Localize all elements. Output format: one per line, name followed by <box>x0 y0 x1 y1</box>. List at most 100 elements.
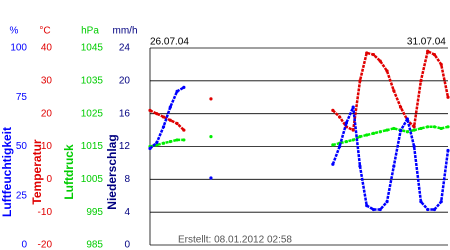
data-point <box>378 207 382 212</box>
data-point <box>446 95 450 99</box>
y-tick-label: 75 <box>16 92 28 103</box>
axis-unit: mm/h <box>113 26 138 37</box>
data-point <box>155 143 159 147</box>
y-tick-label: 0 <box>21 240 27 250</box>
series-line <box>149 50 450 132</box>
axis-unit: °C <box>39 26 50 37</box>
data-point <box>182 128 186 132</box>
y-tick-label: 0 <box>46 174 52 185</box>
data-point <box>412 128 416 132</box>
y-tick-label: 16 <box>119 108 131 119</box>
data-point <box>209 97 213 101</box>
data-point <box>419 126 423 131</box>
date-label: 31.07.04 <box>407 37 446 48</box>
y-tick-label: 1005 <box>81 174 104 185</box>
data-point <box>385 69 389 73</box>
data-point <box>148 146 152 151</box>
axis-unit: hPa <box>81 26 99 37</box>
data-point <box>446 148 450 153</box>
y-tick-label: -10 <box>38 207 53 218</box>
data-point <box>385 200 389 204</box>
y-tick-label: 25 <box>16 190 28 201</box>
data-point <box>426 125 430 129</box>
data-point <box>398 129 403 133</box>
data-point <box>432 52 437 57</box>
data-point <box>371 52 376 57</box>
y-tick-label: 1015 <box>81 141 104 152</box>
data-point <box>371 131 376 135</box>
y-tick-label: 24 <box>119 43 131 54</box>
y-tick-label: 30 <box>41 75 53 86</box>
data-point <box>378 130 382 134</box>
data-point <box>175 138 179 142</box>
data-point <box>168 118 172 122</box>
data-point <box>419 200 423 204</box>
data-point <box>351 105 355 109</box>
data-point <box>419 79 423 83</box>
data-point <box>209 176 213 180</box>
data-point <box>392 164 396 168</box>
y-tick-label: 10 <box>41 141 53 152</box>
axis-label: Niederschlag <box>105 134 119 209</box>
axis-label: Luftfeuchtigkeit <box>0 127 14 217</box>
y-tick-label: 1045 <box>81 43 104 54</box>
data-point <box>392 89 396 93</box>
data-point <box>155 140 159 145</box>
data-point <box>446 125 450 129</box>
axis-unit: % <box>10 26 19 37</box>
data-point <box>432 125 437 129</box>
data-point <box>432 207 437 212</box>
y-tick-label: 100 <box>10 43 27 54</box>
y-tick-label: 1035 <box>81 75 104 86</box>
data-point <box>358 135 362 139</box>
data-point <box>338 144 342 149</box>
data-point <box>331 162 335 166</box>
data-point <box>371 207 376 212</box>
data-point <box>385 128 389 132</box>
y-tick-label: 40 <box>41 43 53 54</box>
y-tick-label: 20 <box>119 75 131 86</box>
data-point <box>358 164 362 168</box>
data-point <box>358 79 362 83</box>
data-point <box>412 144 416 149</box>
data-point <box>331 143 335 147</box>
data-point <box>365 133 369 137</box>
data-point <box>168 105 172 109</box>
data-point <box>175 89 179 93</box>
data-point <box>155 112 159 116</box>
footer: Erstellt: 08.01.2012 02:58 <box>178 235 292 246</box>
data-point <box>175 121 179 126</box>
y-tick-label: 12 <box>119 141 131 152</box>
data-point <box>161 115 166 119</box>
data-point <box>405 117 409 121</box>
data-point <box>439 200 443 204</box>
data-point <box>182 85 186 89</box>
y-tick-label: 995 <box>86 207 103 218</box>
date-label: 26.07.04 <box>150 37 189 48</box>
axis-label: Temperatur <box>30 139 44 204</box>
axis-label: Luftdruck <box>62 144 76 200</box>
series-line <box>149 86 450 211</box>
data-point <box>351 138 355 142</box>
data-point <box>161 125 166 129</box>
y-tick-label: 4 <box>124 207 130 218</box>
data-point <box>182 138 186 142</box>
data-point <box>426 207 430 212</box>
y-tick-label: 8 <box>124 174 130 185</box>
data-point <box>398 105 403 109</box>
data-point <box>344 139 349 144</box>
data-point <box>378 59 382 63</box>
y-tick-label: 20 <box>41 108 53 119</box>
data-point <box>405 130 409 134</box>
data-point <box>331 108 335 112</box>
data-point <box>439 126 443 131</box>
data-point <box>439 62 443 67</box>
data-point <box>426 49 430 53</box>
series-line <box>149 125 449 148</box>
data-point <box>392 126 396 131</box>
data-point <box>338 115 342 119</box>
y-tick-label: 985 <box>86 240 103 250</box>
data-point <box>209 135 213 139</box>
y-tick-label: 50 <box>16 141 28 152</box>
